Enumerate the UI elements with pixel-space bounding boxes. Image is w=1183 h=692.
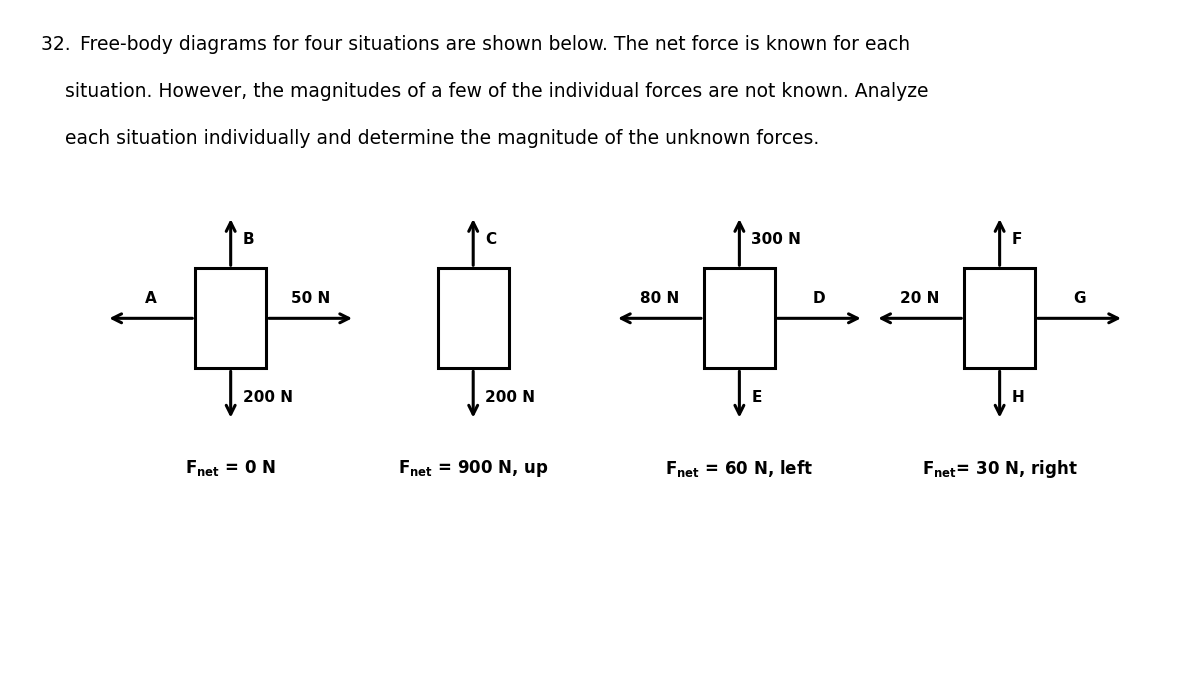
Text: situation. However, the magnitudes of a few of the individual forces are not kno: situation. However, the magnitudes of a … bbox=[41, 82, 929, 100]
Text: G: G bbox=[1073, 291, 1086, 306]
Text: 300 N: 300 N bbox=[751, 232, 801, 247]
Text: 20 N: 20 N bbox=[900, 291, 939, 306]
Text: $\mathregular{F_{net}}$ = 0 N: $\mathregular{F_{net}}$ = 0 N bbox=[186, 458, 276, 478]
Text: B: B bbox=[243, 232, 254, 247]
Text: F: F bbox=[1011, 232, 1022, 247]
Text: 200 N: 200 N bbox=[243, 390, 292, 405]
Text: 32. Free-body diagrams for four situations are shown below. The net force is kno: 32. Free-body diagrams for four situatio… bbox=[41, 35, 911, 53]
Text: E: E bbox=[751, 390, 762, 405]
Text: $\mathregular{F_{net}}$= 30 N, right: $\mathregular{F_{net}}$= 30 N, right bbox=[922, 458, 1078, 480]
Text: C: C bbox=[485, 232, 496, 247]
Text: $\mathregular{F_{net}}$ = 900 N, up: $\mathregular{F_{net}}$ = 900 N, up bbox=[397, 458, 549, 480]
Text: 200 N: 200 N bbox=[485, 390, 535, 405]
Text: 50 N: 50 N bbox=[291, 291, 330, 306]
Bar bbox=[438, 268, 509, 368]
Bar bbox=[704, 268, 775, 368]
Text: each situation individually and determine the magnitude of the unknown forces.: each situation individually and determin… bbox=[41, 129, 820, 147]
Text: D: D bbox=[813, 291, 826, 306]
Text: A: A bbox=[146, 291, 156, 306]
Bar bbox=[195, 268, 266, 368]
Text: 80 N: 80 N bbox=[640, 291, 679, 306]
Text: $\mathregular{F_{net}}$ = 60 N, left: $\mathregular{F_{net}}$ = 60 N, left bbox=[665, 458, 814, 480]
Text: H: H bbox=[1011, 390, 1024, 405]
Bar bbox=[964, 268, 1035, 368]
